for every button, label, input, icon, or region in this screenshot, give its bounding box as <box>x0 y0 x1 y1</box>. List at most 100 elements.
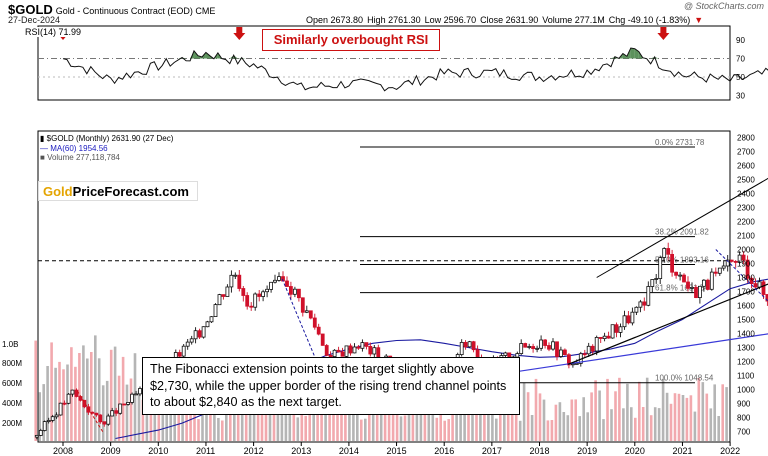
x-tick-label: 2021 <box>672 446 692 456</box>
candle-body <box>253 293 258 308</box>
candle-body <box>34 434 39 438</box>
candle-body <box>177 352 182 357</box>
candle-body <box>336 349 341 353</box>
candle-body <box>618 326 623 333</box>
volume-tick-label: 800M <box>2 359 22 368</box>
candle-body <box>324 345 329 356</box>
price-tick-label: 2800 <box>737 134 755 143</box>
volume-bar <box>598 390 601 441</box>
fibonacci-label: 100.0% 1048.54 <box>655 374 714 383</box>
down-arrow-icon: ▼ <box>694 15 704 25</box>
dashed-drop-2022 <box>715 249 768 302</box>
rsi-label: RSI(14) 71.99 <box>24 27 83 37</box>
candle-body <box>598 336 603 339</box>
candle-body <box>209 316 214 323</box>
volume-bar <box>487 412 490 441</box>
candle-body <box>694 286 698 298</box>
x-tick-label: 2014 <box>339 446 359 456</box>
volume-bar <box>411 401 415 441</box>
volume-bar <box>312 397 315 441</box>
volume-bar <box>276 403 280 441</box>
candle-body <box>257 293 262 297</box>
dashed-drop-2008 <box>76 390 104 434</box>
price-tick-label: 1000 <box>737 386 755 395</box>
volume-bar <box>570 399 574 441</box>
volume-bar <box>34 340 37 441</box>
candle-body <box>58 402 63 416</box>
candle-body <box>702 279 706 287</box>
price-tick-label: 1600 <box>737 302 755 311</box>
fibonacci-label: 38.2% 2091.82 <box>655 228 709 237</box>
candle-body <box>467 341 472 348</box>
volume-bar <box>586 412 589 441</box>
candle-body <box>344 345 349 357</box>
volume-bar <box>725 387 728 441</box>
candle-body <box>650 279 655 287</box>
candle-body <box>555 341 559 357</box>
volume-bar <box>669 403 673 441</box>
volume-bar <box>677 393 681 441</box>
volume-bar <box>288 411 292 441</box>
volume-bar <box>582 397 585 441</box>
volume-bar <box>197 419 200 441</box>
volume-bar <box>713 384 716 441</box>
volume-bar <box>542 399 546 441</box>
candle-body <box>316 326 321 335</box>
volume-bar <box>653 407 657 441</box>
x-tick-label: 2009 <box>101 446 121 456</box>
x-tick-label: 2012 <box>244 446 264 456</box>
candle-body <box>614 324 619 333</box>
candle-body <box>348 345 353 354</box>
candle-body <box>642 301 647 306</box>
volume-bar <box>316 402 319 441</box>
candle-body <box>241 288 246 296</box>
volume-bar <box>697 377 701 441</box>
price-tick-label: 700 <box>737 428 751 437</box>
candle-body <box>372 347 377 355</box>
volume-bar <box>681 395 685 441</box>
candle-body <box>185 341 190 347</box>
volume-bar <box>213 407 216 441</box>
high-value: High 2761.30 <box>367 15 421 25</box>
volume-bar <box>292 389 296 441</box>
volume-bar <box>86 358 89 441</box>
candle-body <box>249 305 254 308</box>
candle-body <box>586 345 591 355</box>
volume-tick-label: 600M <box>2 379 22 388</box>
rsi-overbought-fill <box>237 57 242 59</box>
x-tick-label: 2013 <box>291 446 311 456</box>
candle-body <box>622 315 627 328</box>
price-tick-label: 2000 <box>737 246 755 255</box>
open-value: Open 2673.80 <box>306 15 364 25</box>
candle-body <box>690 286 694 289</box>
volume-bar <box>431 397 435 441</box>
volume-bar <box>415 392 419 441</box>
candle-body <box>606 335 611 339</box>
candle-body <box>205 321 210 328</box>
volume-bar <box>614 391 617 441</box>
candle-body <box>753 283 758 288</box>
candle-body <box>304 310 309 313</box>
candle-body <box>551 341 555 350</box>
volume-bar <box>665 392 669 441</box>
candle-body <box>364 342 369 347</box>
volume-bar <box>137 390 141 441</box>
volume-bar <box>550 420 554 441</box>
symbol-description: Gold - Continuous Contract (EOD) CME <box>55 6 216 16</box>
price-tick-label: 2400 <box>737 190 755 199</box>
fibonacci-label: 50.0% 1893.16 <box>655 255 709 264</box>
volume-bar <box>443 420 446 441</box>
x-tick-label: 2016 <box>434 446 454 456</box>
volume-bar <box>50 342 53 441</box>
volume-bar <box>510 402 514 441</box>
candle-body <box>352 346 357 354</box>
goldpriceforecast-logo: GoldPriceForecast.com <box>38 181 198 201</box>
volume-bar <box>578 416 581 441</box>
candle-body <box>733 260 738 263</box>
candle-body <box>749 277 754 284</box>
volume-bar <box>622 408 625 441</box>
low-value: Low 2596.70 <box>424 15 477 25</box>
candle-body <box>181 345 186 357</box>
dashed-drop-2013 <box>281 278 317 359</box>
volume-bar <box>455 409 458 441</box>
